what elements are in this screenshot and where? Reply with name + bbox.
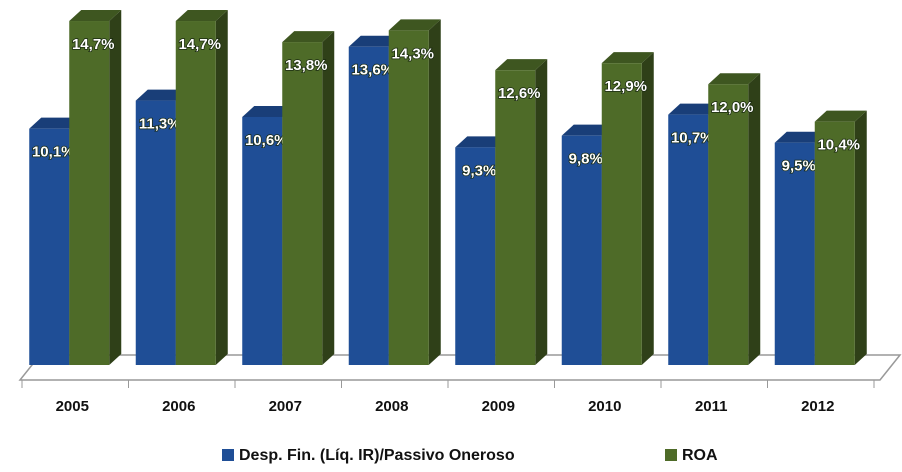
legend-label: Desp. Fin. (Líq. IR)/Passivo Oneroso: [239, 447, 515, 464]
bar-top: [708, 73, 761, 85]
value-label: 11,3%: [139, 116, 181, 133]
bar: [282, 31, 335, 366]
bar-top: [455, 136, 508, 148]
value-label: 13,6%: [351, 62, 394, 79]
bar-front: [69, 21, 110, 366]
bar: [175, 10, 228, 366]
value-label: 13,8%: [285, 57, 328, 74]
bar-top: [668, 103, 721, 115]
bar: [601, 52, 654, 365]
bar-top: [601, 52, 654, 64]
bar: [69, 10, 122, 366]
value-label: 14,7%: [72, 36, 115, 53]
bar-front: [282, 42, 323, 366]
bar-top: [175, 10, 228, 22]
x-tick-label: 2010: [588, 398, 621, 415]
bar: [388, 19, 441, 365]
value-label: 9,5%: [782, 158, 816, 175]
bar-top: [242, 105, 295, 117]
bar-top: [561, 124, 614, 136]
bar-top: [388, 19, 441, 31]
value-label: 10,1%: [32, 144, 75, 161]
bar: [495, 59, 548, 365]
bar-front: [774, 142, 815, 365]
x-tick-label: 2011: [695, 398, 728, 415]
bar-front: [348, 46, 389, 365]
value-label: 12,0%: [711, 99, 754, 116]
bar-front: [29, 128, 70, 365]
value-label: 9,8%: [569, 151, 603, 168]
legend-swatch: [222, 449, 234, 461]
bar-top: [135, 89, 188, 101]
bar-top: [774, 131, 827, 143]
legend-swatch: [665, 449, 677, 461]
value-label: 14,7%: [178, 36, 221, 53]
value-label: 12,6%: [498, 85, 541, 102]
bar-front: [708, 84, 749, 365]
value-label: 14,3%: [391, 45, 434, 62]
bar-side: [109, 10, 122, 366]
value-label: 12,9%: [604, 78, 647, 95]
x-tick-label: 2007: [269, 398, 302, 415]
bar-front: [388, 30, 429, 365]
value-label: 10,6%: [245, 132, 288, 149]
bar-front: [668, 114, 709, 366]
bar-front: [135, 100, 176, 365]
bar-front: [175, 21, 216, 366]
bar-side: [641, 52, 654, 365]
value-label: 9,3%: [462, 162, 496, 179]
bar: [814, 110, 867, 365]
bar-front: [455, 147, 496, 365]
bar-side: [322, 31, 335, 366]
x-tick-label: 2008: [375, 398, 408, 415]
bar-side: [535, 59, 548, 365]
bar-side: [854, 110, 867, 365]
bar-top: [282, 31, 335, 43]
bar-front: [495, 70, 536, 365]
bar-side: [215, 10, 228, 366]
x-tick-label: 2005: [56, 398, 89, 415]
bar-front: [814, 121, 855, 365]
bar-top: [495, 59, 548, 71]
bar-front: [561, 135, 602, 365]
bar-top: [348, 35, 401, 47]
bar-side: [748, 73, 761, 365]
bar-top: [29, 117, 82, 129]
bar: [708, 73, 761, 365]
bar-top: [814, 110, 867, 122]
x-tick-label: 2009: [482, 398, 515, 415]
bar-front: [601, 63, 642, 365]
x-tick-label: 2012: [801, 398, 834, 415]
bar-top: [69, 10, 122, 22]
value-label: 10,4%: [817, 137, 860, 154]
bar-front: [242, 116, 283, 366]
value-label: 10,7%: [671, 130, 714, 147]
bar-side: [428, 19, 441, 365]
legend-label: ROA: [682, 447, 718, 464]
x-tick-label: 2006: [162, 398, 195, 415]
